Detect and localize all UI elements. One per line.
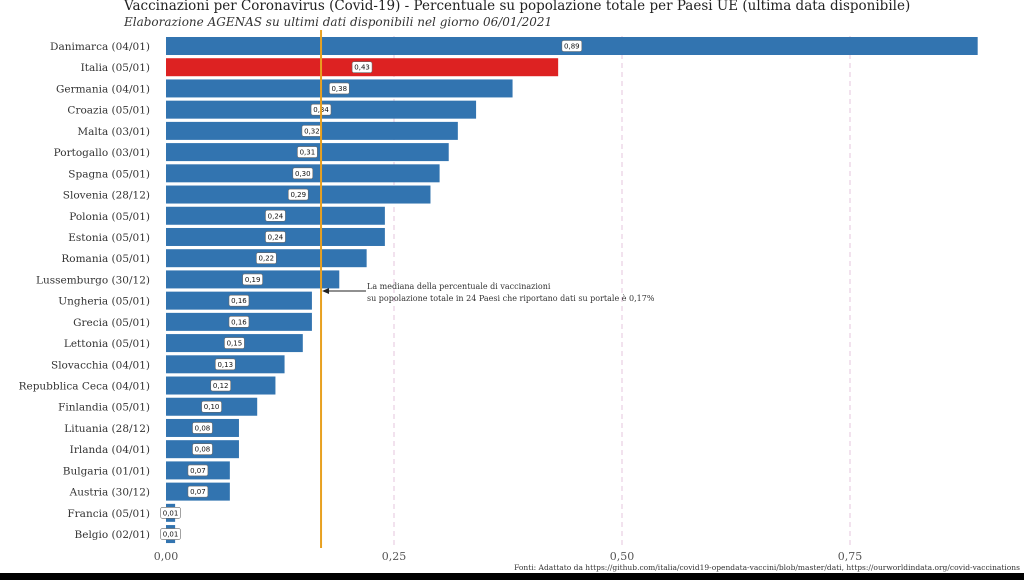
y-tick-label: Romania (05/01) xyxy=(61,253,150,265)
data-label-box xyxy=(192,443,213,455)
data-label: 0,22 xyxy=(259,255,275,263)
y-tick-label: Repubblica Ceca (04/01) xyxy=(19,381,150,393)
data-label: 0,24 xyxy=(268,212,284,220)
data-label: 0,43 xyxy=(354,64,370,72)
y-tick-label: Slovacchia (04/01) xyxy=(51,359,150,371)
data-label: 0,10 xyxy=(204,403,220,411)
data-label: 0,07 xyxy=(190,467,206,475)
data-label-box xyxy=(187,464,209,477)
data-label-box xyxy=(210,379,232,392)
data-label-box xyxy=(256,252,277,264)
data-label: 0,08 xyxy=(195,446,211,454)
chart-title: Vaccinazioni per Coronavirus (Covid-19) … xyxy=(124,0,911,14)
y-tick-label: Portogallo (03/01) xyxy=(54,147,150,159)
y-tick-label: Germania (04/01) xyxy=(56,83,150,95)
y-tick-label: Malta (03/01) xyxy=(77,126,150,138)
data-label-box xyxy=(265,209,286,222)
chart-subtitle: Elaborazione AGENAS su ultimi dati dispo… xyxy=(124,15,553,29)
data-label: 0,30 xyxy=(295,170,311,178)
y-tick-label: Spagna (05/01) xyxy=(68,168,150,180)
data-label: 0,38 xyxy=(331,85,347,93)
data-label-box xyxy=(561,40,583,52)
arrow-head-icon xyxy=(322,288,330,294)
data-label: 0,31 xyxy=(300,149,316,157)
data-label: 0,29 xyxy=(290,191,306,199)
data-label-box xyxy=(228,294,250,307)
x-tick-label: 0,50 xyxy=(610,550,635,563)
data-label: 0,07 xyxy=(190,488,206,496)
y-tick-label: Lettonia (05/01) xyxy=(64,338,150,350)
data-label-box xyxy=(242,273,263,286)
source-footer: Fonti: Adattato da https://github.com/it… xyxy=(514,563,1020,572)
data-label-box xyxy=(287,188,309,201)
data-label: 0,12 xyxy=(213,382,229,390)
data-label-box xyxy=(292,167,314,180)
y-tick-label: Slovenia (28/12) xyxy=(63,190,150,202)
data-label: 0,01 xyxy=(163,531,179,539)
data-label-box xyxy=(297,146,318,158)
data-label: 0,01 xyxy=(163,509,179,517)
y-tick-label: Francia (05/01) xyxy=(67,508,150,520)
data-label-box xyxy=(351,61,373,74)
median-annotation: La mediana della percentuale di vaccinaz… xyxy=(367,282,551,291)
data-label-box xyxy=(214,358,236,371)
data-label: 0,16 xyxy=(231,297,247,305)
x-tick-label: 0,75 xyxy=(838,550,863,563)
y-tick-label: Grecia (05/01) xyxy=(73,317,150,329)
data-label-box xyxy=(187,485,209,498)
data-label-box xyxy=(201,400,222,413)
data-label-box xyxy=(328,82,350,95)
y-tick-label: Austria (30/12) xyxy=(69,487,150,499)
data-label-box xyxy=(160,507,181,519)
y-tick-label: Lussemburgo (30/12) xyxy=(36,274,150,286)
y-tick-label: Finlandia (05/01) xyxy=(58,402,150,414)
y-tick-label: Polonia (05/01) xyxy=(69,211,150,223)
data-label: 0,08 xyxy=(195,424,211,432)
data-label: 0,32 xyxy=(304,127,320,135)
data-label: 0,19 xyxy=(245,276,261,284)
data-label: 0,15 xyxy=(227,340,243,348)
data-label: 0,89 xyxy=(564,43,580,51)
y-tick-label: Ungheria (05/01) xyxy=(58,296,150,308)
data-label-box xyxy=(192,422,213,434)
data-label: 0,16 xyxy=(231,318,247,326)
x-tick-label: 0,00 xyxy=(154,550,179,563)
y-tick-label: Danimarca (04/01) xyxy=(50,41,150,53)
data-label-box xyxy=(160,528,181,540)
y-tick-label: Belgio (02/01) xyxy=(75,529,150,541)
data-label: 0,13 xyxy=(217,361,233,369)
data-label: 0,24 xyxy=(268,233,284,241)
y-tick-label: Lituania (28/12) xyxy=(64,423,150,435)
y-tick-label: Bulgaria (01/01) xyxy=(63,465,150,477)
y-tick-label: Croazia (05/01) xyxy=(67,105,150,117)
y-tick-label: Italia (05/01) xyxy=(81,62,150,74)
data-label-box xyxy=(224,337,245,349)
data-label-box xyxy=(228,316,250,328)
data-label-box xyxy=(265,231,286,243)
x-tick-label: 0,25 xyxy=(382,550,407,563)
y-tick-label: Irlanda (04/01) xyxy=(70,444,150,456)
median-annotation: su popolazione totale in 24 Paesi che ri… xyxy=(367,294,655,303)
bottom-band xyxy=(0,573,1024,580)
y-tick-label: Estonia (05/01) xyxy=(68,232,150,244)
